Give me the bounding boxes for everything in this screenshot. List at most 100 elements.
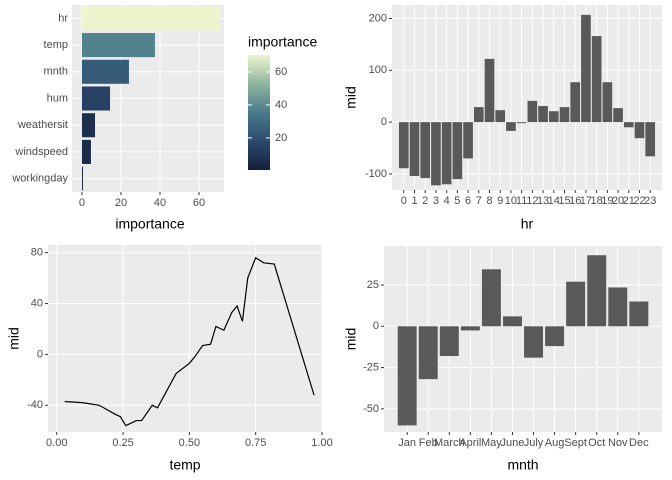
bar [481, 269, 501, 327]
bar [581, 14, 591, 123]
y-tick-label: 25 [367, 279, 379, 291]
x-tick-label: 1 [411, 195, 417, 207]
y-tick-label: 0 [381, 116, 387, 128]
y-tick-label: 100 [369, 64, 387, 76]
y-tick-label: workingday [11, 173, 68, 185]
bar [81, 59, 129, 84]
bar [495, 110, 506, 123]
line [64, 256, 315, 427]
bar [418, 326, 438, 380]
bar [81, 33, 155, 58]
x-tick-label: Aug [545, 437, 565, 449]
y-tick-label: 0 [373, 320, 379, 332]
x-tick-label: 60 [193, 197, 205, 209]
y-tick-label: temp [44, 39, 68, 51]
colorbar-label: 20 [275, 132, 287, 144]
y-tick-label: windspeed [14, 146, 68, 158]
bar [431, 122, 441, 186]
y-axis-label: mid [6, 327, 22, 350]
x-tick-label: Oct [588, 437, 605, 449]
y-tick-label: hum [47, 92, 68, 104]
bar [81, 6, 220, 31]
bar [441, 122, 452, 185]
legend-title: importance [248, 34, 317, 50]
bar [452, 122, 463, 180]
bar [439, 326, 459, 357]
x-tick-label: 16 [569, 195, 581, 207]
bar [570, 82, 581, 123]
x-tick-label: 5 [454, 195, 460, 207]
x-tick-label: 11 [516, 195, 527, 207]
x-tick-label: 18 [591, 195, 603, 207]
bar [527, 100, 538, 123]
bar [566, 281, 586, 327]
bar [81, 113, 96, 138]
y-tick-label: 40 [31, 297, 43, 309]
x-tick-label: 1.00 [311, 437, 332, 449]
x-tick-label: 23 [644, 195, 656, 207]
x-tick-label: 7 [476, 195, 482, 207]
bar [548, 111, 559, 123]
bar [81, 139, 91, 164]
x-axis-label: temp [169, 457, 200, 473]
x-tick-label: 6 [465, 195, 471, 207]
x-tick-label: June [501, 437, 525, 449]
x-tick-label: Nov [608, 437, 628, 449]
bar [559, 107, 570, 123]
x-tick-label: 20 [115, 197, 127, 209]
colorbar-label: 40 [275, 99, 287, 111]
y-tick-label: weathersit [17, 119, 68, 131]
y-tick-label: -100 [365, 168, 387, 180]
bar [613, 108, 623, 123]
y-tick-label: mnth [44, 66, 68, 78]
x-tick-label: 19 [601, 195, 613, 207]
x-tick-label: 14 [548, 195, 560, 207]
x-tick-label: Sept [564, 437, 587, 449]
x-tick-label: 20 [612, 195, 624, 207]
y-tick-label: -40 [27, 399, 43, 411]
x-tick-label: Feb [419, 437, 438, 449]
y-tick-label: 200 [369, 12, 387, 24]
bar [516, 122, 527, 124]
x-tick-label: May [481, 437, 502, 449]
bar [645, 122, 656, 157]
bar [420, 122, 431, 179]
bar [81, 166, 83, 191]
y-axis-label: mid [343, 328, 359, 351]
bar [506, 122, 516, 131]
y-tick-label: -50 [363, 403, 379, 415]
bar [602, 82, 613, 123]
bar [81, 86, 111, 111]
bar [524, 326, 544, 358]
x-tick-label: 9 [497, 195, 503, 207]
bar [484, 58, 495, 123]
x-tick-label: 8 [486, 195, 492, 207]
bar [587, 255, 607, 327]
bar [629, 301, 649, 327]
x-tick-label: 15 [558, 195, 570, 207]
bar [538, 106, 548, 123]
bar [591, 36, 602, 123]
y-tick-label: 0 [37, 348, 43, 360]
x-tick-label: 22 [633, 195, 645, 207]
y-axis-label: mid [343, 86, 359, 109]
y-tick-label: -25 [363, 361, 379, 373]
x-axis-label: hr [521, 216, 534, 232]
bar [463, 122, 473, 159]
bar [608, 287, 628, 327]
bar [623, 122, 634, 128]
bar [397, 326, 417, 426]
x-axis-label: mnth [507, 457, 538, 473]
x-tick-label: 10 [505, 195, 517, 207]
x-tick-label: 21 [623, 195, 635, 207]
x-tick-label: 3 [433, 195, 439, 207]
x-tick-label: 17 [580, 195, 592, 207]
bar [398, 122, 409, 169]
x-tick-label: April [459, 437, 481, 449]
x-tick-label: March [434, 437, 465, 449]
x-tick-label: 0.50 [179, 437, 200, 449]
y-tick-label: hr [58, 12, 68, 24]
x-tick-label: Jan [398, 437, 416, 449]
x-tick-label: 40 [154, 197, 166, 209]
